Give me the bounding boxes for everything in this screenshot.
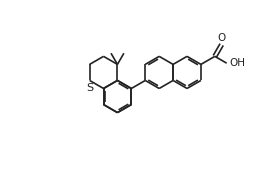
Text: OH: OH [229,58,245,68]
Text: S: S [86,83,93,93]
Text: O: O [217,33,225,43]
